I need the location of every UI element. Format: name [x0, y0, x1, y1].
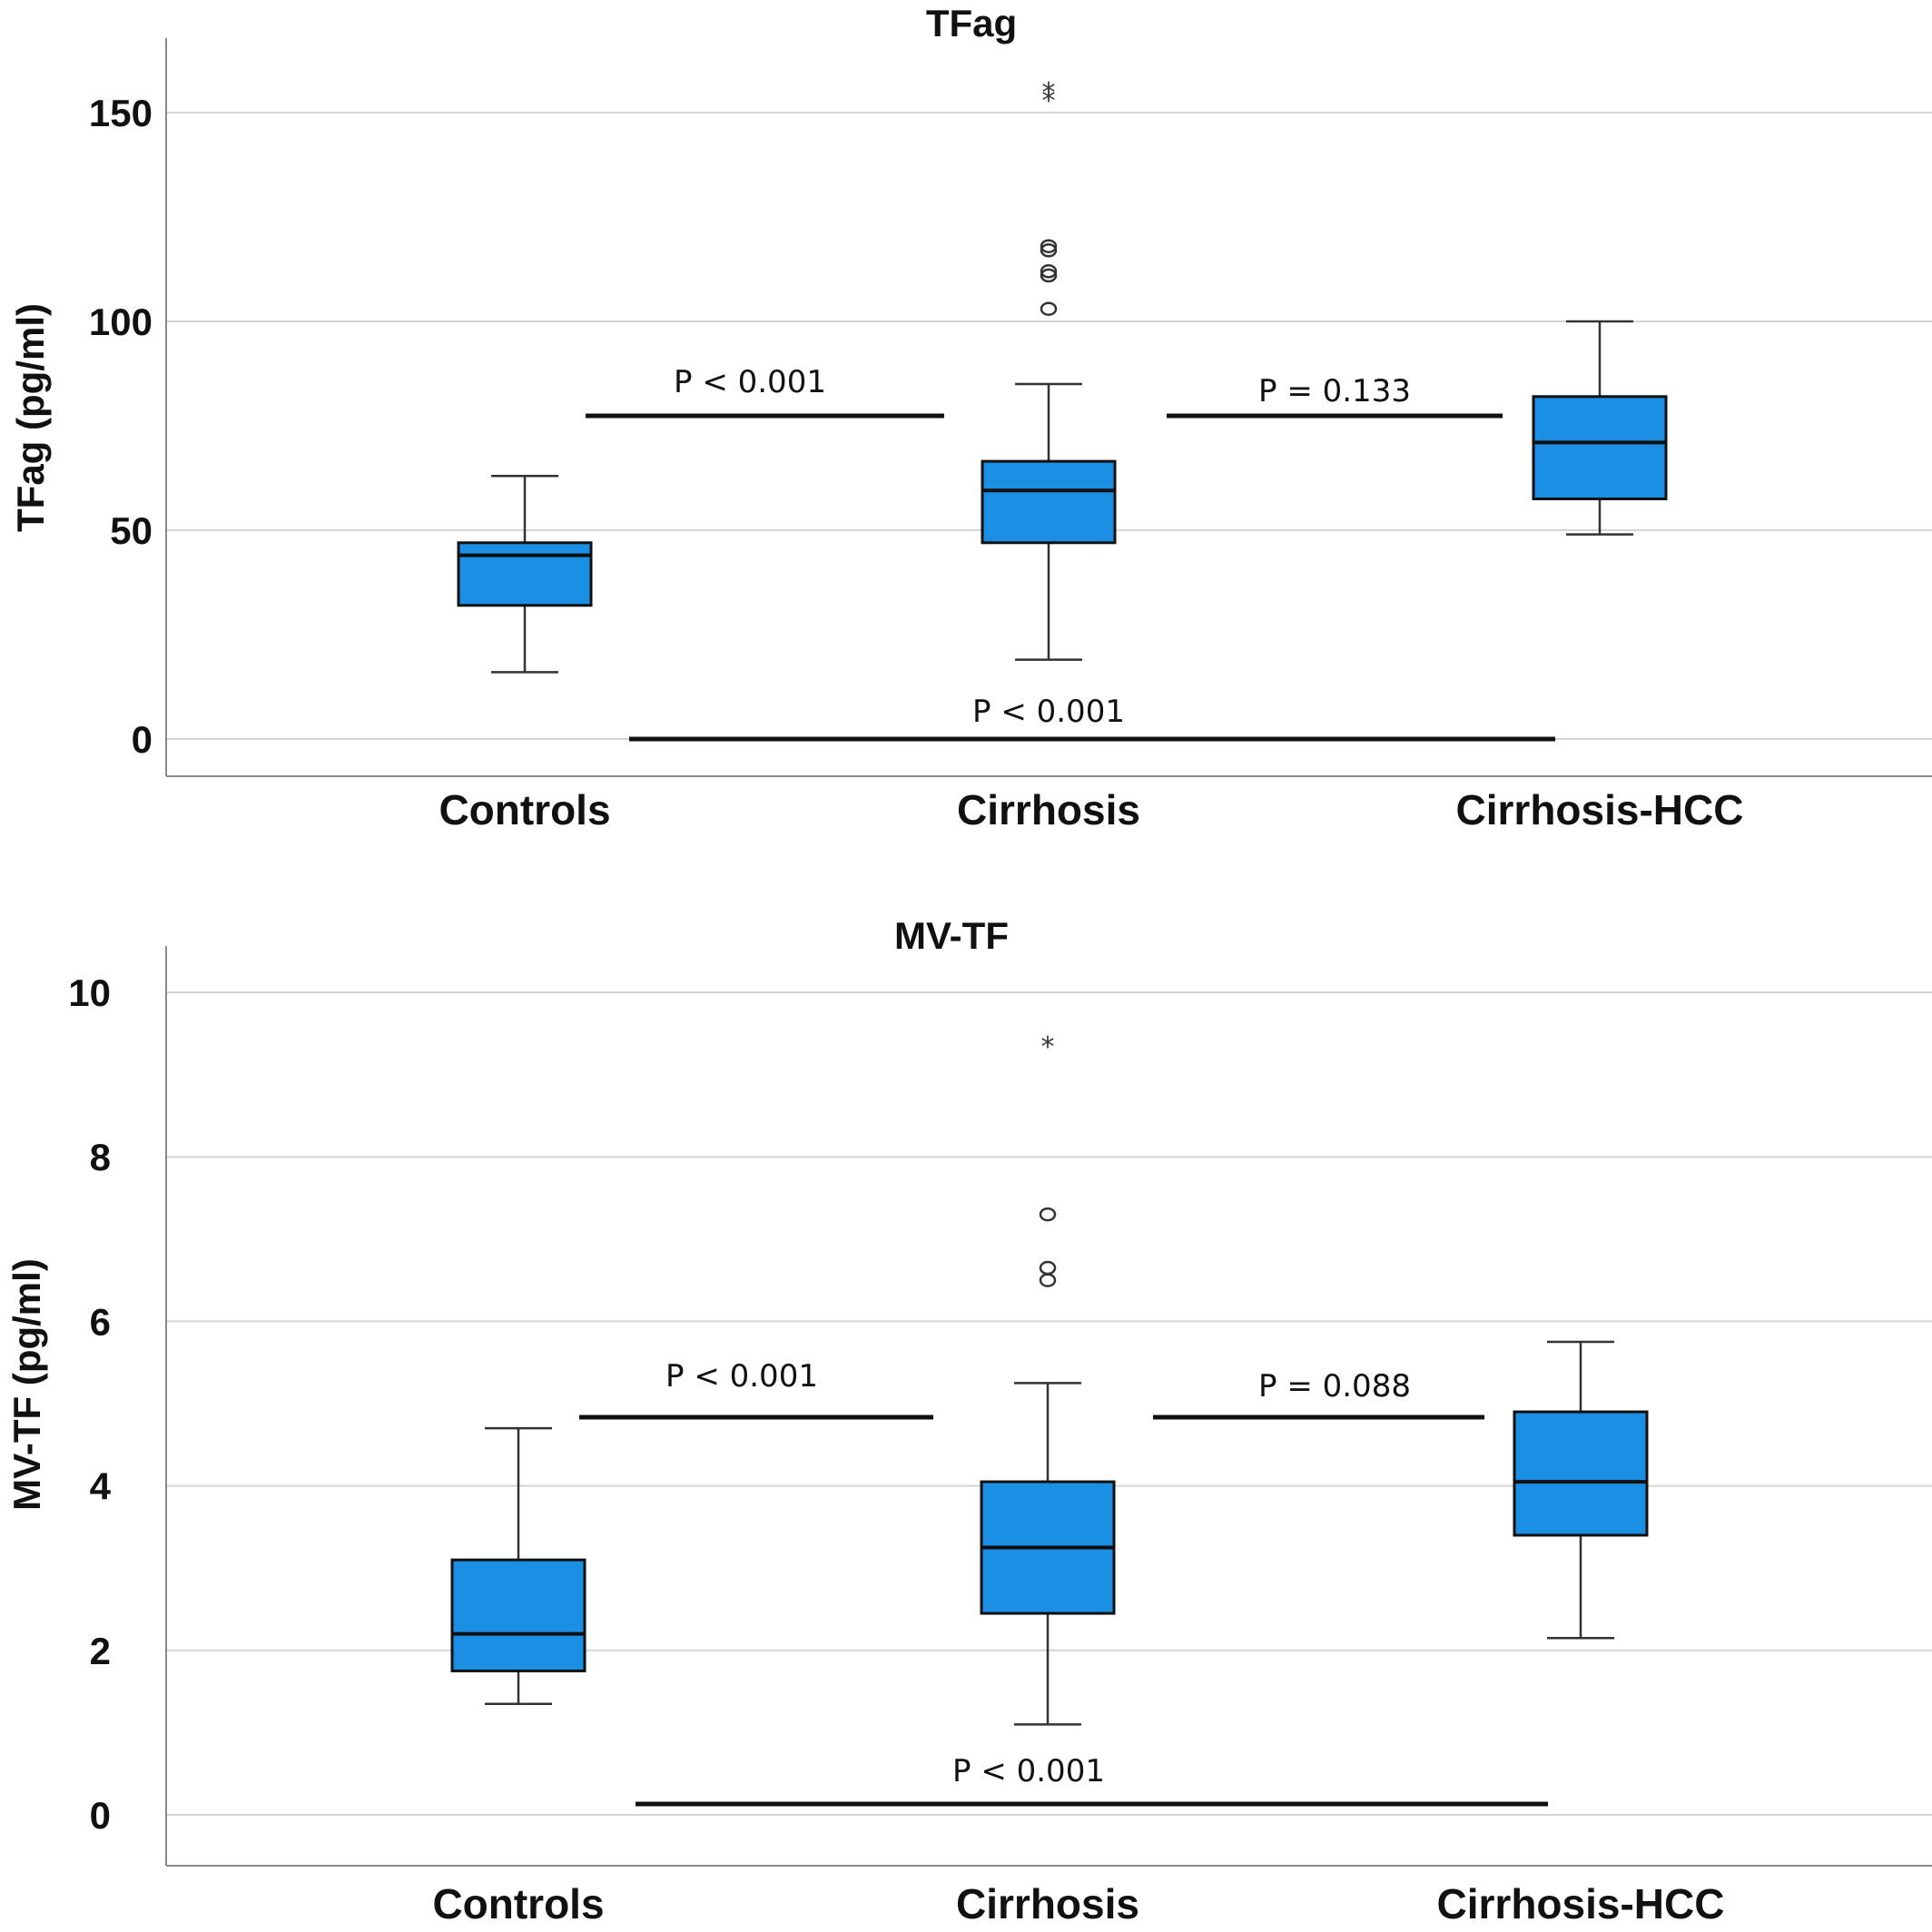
panel1-title: TFag [926, 2, 1017, 44]
panel2-outlier-point [1039, 1260, 1057, 1276]
panel2-outlier-point [1039, 1207, 1057, 1222]
panel1-extreme-point: * [1042, 77, 1056, 109]
panel1-plot: 0 50 100 150 Controls ** Cirrhosis Cirrhosis-HC… [89, 38, 1932, 833]
panel2-title: MV-TF [894, 914, 1009, 957]
panel2-outlier-point [1039, 1273, 1057, 1287]
panel1-outlier-point [1040, 268, 1058, 283]
panel2-p-value-label: P < 0.001 [665, 1358, 818, 1395]
panel2-y-tick-label: 2 [90, 1630, 111, 1672]
panel2-category-label: Controls [432, 1880, 604, 1927]
panel1-y-tick-label: 150 [89, 92, 153, 134]
panel2-category-label: Cirrhosis-HCC [1437, 1880, 1725, 1927]
panel2-extreme-point: * [1041, 1031, 1055, 1063]
panel1-outlier-point [1040, 243, 1058, 258]
panel1-box-cirrhosis: ** [981, 77, 1117, 661]
panel2-box-iqr [450, 1558, 586, 1672]
panel1-p-value-label: P < 0.001 [674, 364, 826, 400]
panel1-y-tick-label: 100 [89, 301, 153, 343]
panel1-p-value-label: P < 0.001 [972, 694, 1125, 730]
panel2-category-label: Cirrhosis [956, 1880, 1139, 1927]
panel2-y-tick-label: 0 [90, 1794, 111, 1837]
panel2-y-tick-label: 10 [68, 971, 111, 1014]
panel2-y-axis-label: MV-TF (pg/ml) [5, 1258, 48, 1511]
panel2-box-cirrhosis: * [980, 1031, 1116, 1726]
panel1-box-cirrhosis-hcc [1532, 320, 1668, 536]
panel1-y-tick-label: 0 [132, 718, 153, 761]
panel1-outlier-point [1040, 239, 1058, 253]
panel1-category-label: Cirrhosis [957, 786, 1140, 833]
panel2-y-tick-label: 6 [90, 1300, 111, 1343]
panel1-extreme-point: * [1042, 85, 1056, 117]
panel1-box-iqr [1532, 395, 1668, 500]
panel1-box-iqr [457, 541, 593, 607]
panel1-y-tick-label: 50 [110, 509, 153, 552]
panel2-y-tick-label: 8 [90, 1136, 111, 1178]
panel1-y-axis-label: TFag (pg/ml) [9, 303, 52, 532]
panel1-box-controls [457, 474, 593, 674]
panel1-p-value-label: P = 0.133 [1258, 373, 1411, 409]
panel2-box-cirrhosis-hcc [1513, 1340, 1649, 1640]
panel1-category-label: Controls [439, 786, 610, 833]
panel1-outlier-point [1040, 301, 1058, 316]
panel2-y-tick-label: 4 [90, 1465, 112, 1508]
panel2-box-controls [450, 1426, 586, 1705]
panel1-outlier-point [1040, 264, 1058, 279]
panel2-plot: 0 2 4 6 8 10 Controls * Cirrhosis Cirrhosis-HCC P … [68, 946, 1932, 1927]
panel1-box-iqr [981, 459, 1117, 545]
panel2-box-iqr [1513, 1410, 1649, 1537]
panel2-p-value-label: P = 0.088 [1258, 1368, 1411, 1405]
panel1-category-label: Cirrhosis-HCC [1456, 786, 1744, 833]
panel2-p-value-label: P < 0.001 [952, 1753, 1105, 1789]
